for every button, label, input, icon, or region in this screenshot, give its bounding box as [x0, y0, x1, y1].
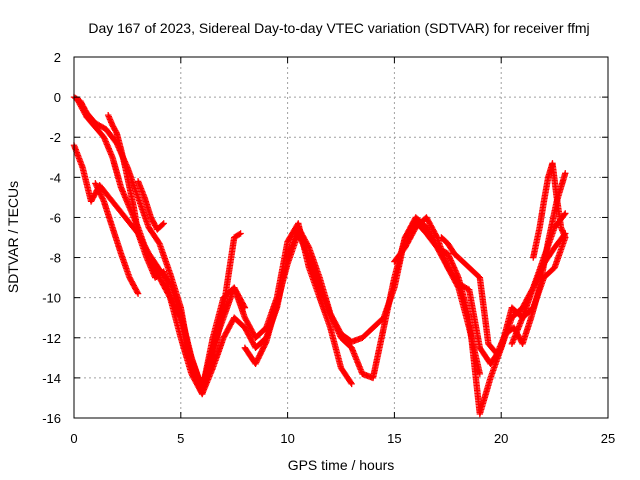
data-point: [348, 380, 355, 388]
y-tick-label: 2: [54, 50, 61, 65]
data-point: [160, 220, 167, 227]
y-axis-label: SDTVAR / TECUs: [5, 181, 21, 293]
series-track-10: [530, 160, 569, 261]
x-tick-label: 0: [70, 431, 77, 446]
y-tick-label: -10: [42, 291, 61, 306]
y-tick-label: -8: [49, 251, 61, 266]
data-point: [176, 313, 184, 320]
y-tick-label: -16: [42, 411, 61, 426]
data-points: [70, 93, 569, 418]
series-track-3: [75, 97, 484, 398]
series-track-11: [508, 234, 569, 347]
data-point: [112, 128, 120, 136]
y-tick-label: 0: [54, 90, 61, 105]
data-point: [100, 196, 107, 204]
data-point: [134, 290, 142, 297]
series-track-5: [92, 180, 142, 297]
data-point: [241, 304, 249, 311]
x-axis-label: GPS time / hours: [288, 457, 395, 473]
data-point: [347, 379, 355, 386]
y-tick-label: -14: [42, 371, 61, 386]
x-tick-label: 5: [177, 431, 184, 446]
data-point: [159, 221, 166, 228]
x-tick-label: 15: [387, 431, 401, 446]
x-tick-label: 10: [280, 431, 294, 446]
series-track-6: [134, 178, 167, 233]
data-point: [237, 230, 244, 237]
data-point: [562, 210, 569, 217]
data-point: [236, 231, 243, 238]
x-tick-label: 25: [601, 431, 615, 446]
y-tick-label: -4: [49, 170, 61, 185]
y-tick-label: -6: [49, 210, 61, 225]
data-point: [262, 339, 269, 347]
plot-frame: [73, 56, 609, 419]
y-tick-label: -12: [42, 331, 61, 346]
chart-title: Day 167 of 2023, Sidereal Day-to-day VTE…: [88, 20, 589, 36]
data-point: [562, 234, 569, 241]
x-tick-label: 20: [494, 431, 508, 446]
y-tick-label: -2: [49, 130, 61, 145]
data-point: [433, 232, 440, 240]
data-point: [476, 370, 484, 378]
data-point: [562, 170, 569, 177]
data-point: [240, 303, 248, 310]
data-point: [134, 289, 141, 296]
series-track-4: [104, 111, 249, 394]
